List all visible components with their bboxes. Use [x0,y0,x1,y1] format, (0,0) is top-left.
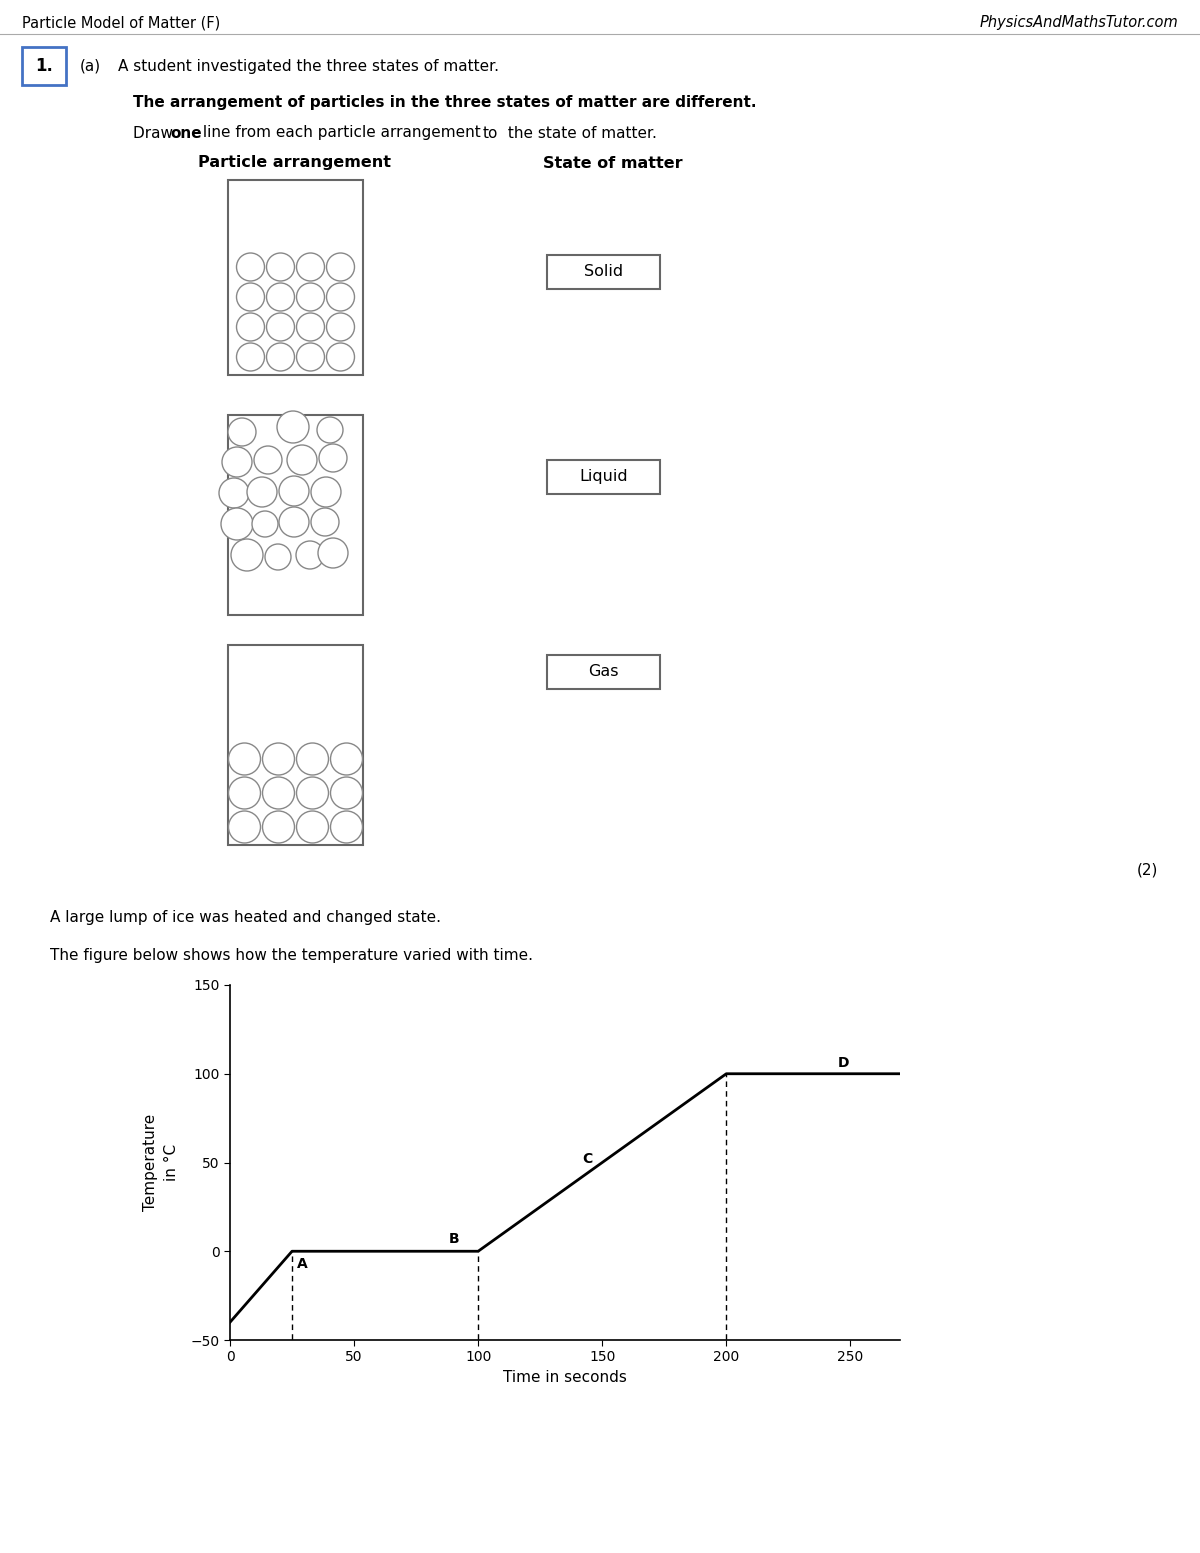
Bar [547,460,660,494]
Circle shape [318,537,348,568]
Text: one: one [170,126,202,140]
Circle shape [236,343,264,371]
Circle shape [266,314,294,342]
Circle shape [221,508,253,540]
Text: A: A [298,1256,307,1270]
Circle shape [330,776,362,809]
Bar [547,655,660,690]
Text: Solid: Solid [584,264,623,280]
Circle shape [228,776,260,809]
Circle shape [296,776,329,809]
Circle shape [263,776,294,809]
Circle shape [326,253,354,281]
Circle shape [330,742,362,775]
X-axis label: Time in seconds: Time in seconds [503,1370,626,1385]
Circle shape [296,283,324,311]
Text: Liquid: Liquid [580,469,628,485]
Circle shape [236,283,264,311]
Circle shape [220,478,250,508]
Circle shape [326,314,354,342]
Bar [228,644,364,845]
Circle shape [263,811,294,843]
Circle shape [228,742,260,775]
Circle shape [296,811,329,843]
Text: The arrangement of particles in the three states of matter are different.: The arrangement of particles in the thre… [133,95,756,110]
Circle shape [296,343,324,371]
Circle shape [311,508,340,536]
Circle shape [277,412,310,443]
Text: (a): (a) [80,59,101,73]
Circle shape [278,477,310,506]
Circle shape [228,418,256,446]
Circle shape [266,253,294,281]
Circle shape [296,540,324,568]
Bar [228,180,364,374]
Circle shape [252,511,278,537]
Text: D: D [838,1056,850,1070]
Circle shape [236,253,264,281]
Circle shape [265,544,292,570]
Circle shape [326,343,354,371]
Bar [547,255,660,289]
Circle shape [296,314,324,342]
Circle shape [266,283,294,311]
Circle shape [228,811,260,843]
Circle shape [287,446,317,475]
Circle shape [222,447,252,477]
Text: 1.: 1. [35,57,53,75]
Circle shape [230,539,263,572]
Bar [22,47,66,85]
Text: the state of matter.: the state of matter. [503,126,656,140]
Text: Particle Model of Matter (F): Particle Model of Matter (F) [22,16,221,30]
Circle shape [296,253,324,281]
Text: PhysicsAndMathsTutor.com: PhysicsAndMathsTutor.com [979,16,1178,30]
Text: line from each particle arrangement: line from each particle arrangement [198,126,486,140]
Text: Draw: Draw [133,126,178,140]
Circle shape [317,418,343,443]
Text: B: B [449,1232,458,1246]
Circle shape [266,343,294,371]
Circle shape [319,444,347,472]
Text: State of matter: State of matter [544,155,683,171]
Circle shape [247,477,277,506]
Text: A large lump of ice was heated and changed state.: A large lump of ice was heated and chang… [50,910,442,926]
Circle shape [330,811,362,843]
Circle shape [311,477,341,506]
Circle shape [254,446,282,474]
Text: (2): (2) [1136,862,1158,877]
Text: Gas: Gas [588,665,619,680]
Text: Particle arrangement: Particle arrangement [198,155,391,171]
Text: The figure below shows how the temperature varied with time.: The figure below shows how the temperatu… [50,947,533,963]
Circle shape [326,283,354,311]
Circle shape [236,314,264,342]
Text: to: to [482,126,498,140]
Text: C: C [582,1152,593,1166]
Circle shape [263,742,294,775]
Circle shape [278,506,310,537]
Y-axis label: Temperature
in °C: Temperature in °C [143,1114,179,1211]
Circle shape [296,742,329,775]
Text: A student investigated the three states of matter.: A student investigated the three states … [118,59,499,73]
Bar [228,415,364,615]
